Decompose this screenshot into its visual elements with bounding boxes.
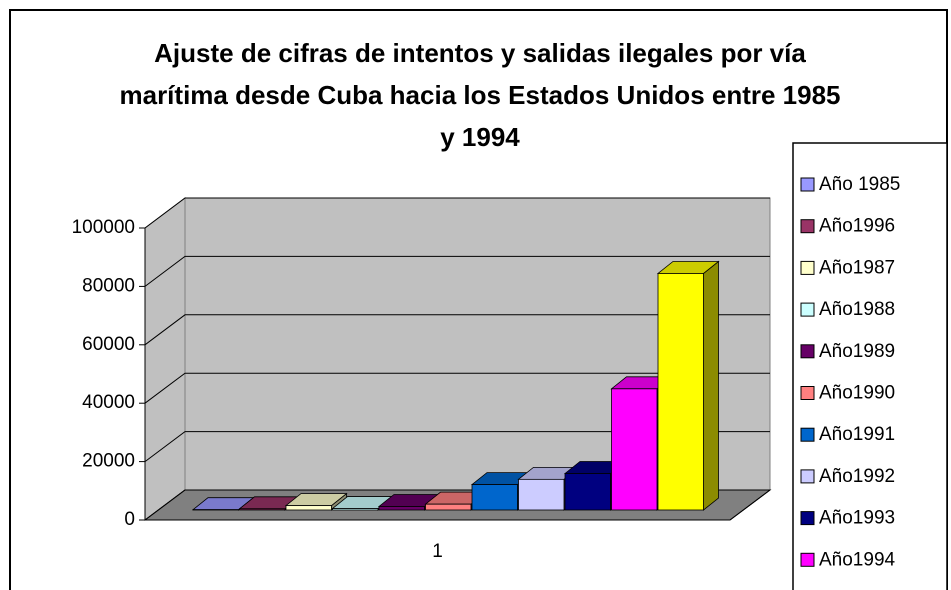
bar	[657, 273, 704, 511]
bar	[518, 478, 565, 511]
y-tick-label: 60000	[82, 334, 135, 355]
bar	[564, 473, 611, 511]
grid-line	[144, 197, 770, 229]
y-tick-label: 0	[124, 509, 135, 530]
legend-swatch	[800, 511, 815, 526]
bar	[285, 505, 332, 511]
bar-side	[703, 260, 719, 511]
bar	[239, 508, 286, 511]
legend-swatch	[800, 552, 815, 567]
legend-box	[792, 142, 948, 590]
legend-label: Año1989	[819, 341, 895, 362]
bar	[425, 503, 472, 511]
grid-line	[144, 314, 770, 346]
bar	[611, 388, 658, 511]
legend-swatch	[800, 260, 815, 275]
legend-swatch	[800, 427, 815, 442]
legend-label: Año1994	[819, 549, 896, 570]
legend-label: Año1996	[819, 216, 895, 237]
legend-label: Año1991	[819, 424, 895, 445]
y-tick-label: 40000	[82, 392, 135, 413]
legend-swatch	[800, 219, 815, 234]
legend-swatch	[800, 302, 815, 317]
legend-label: Año 1985	[819, 174, 900, 195]
side-wall	[144, 197, 186, 521]
chart-title: Ajuste de cifras de intentos y salidas i…	[119, 38, 841, 152]
x-tick-label: 1	[432, 541, 443, 562]
bar	[378, 506, 425, 511]
x-axis-depth	[729, 489, 771, 521]
grid-line	[144, 372, 770, 404]
grid-line	[144, 431, 770, 463]
y-tick-label: 100000	[72, 217, 135, 238]
legend-label: Año1993	[819, 508, 895, 529]
bar	[471, 484, 518, 511]
y-tick-label: 80000	[82, 275, 135, 296]
bar	[332, 508, 379, 511]
legend-label: Año1992	[819, 466, 895, 487]
y-tick-label: 20000	[82, 451, 135, 472]
legend-label: Año1988	[819, 299, 895, 320]
legend-swatch	[800, 177, 815, 192]
legend-swatch	[800, 344, 815, 359]
legend-label: Año1987	[819, 257, 895, 278]
legend-label: Año1990	[819, 383, 895, 404]
grid-line	[144, 255, 770, 287]
legend-swatch	[800, 386, 815, 400]
legend-swatch	[800, 469, 815, 484]
